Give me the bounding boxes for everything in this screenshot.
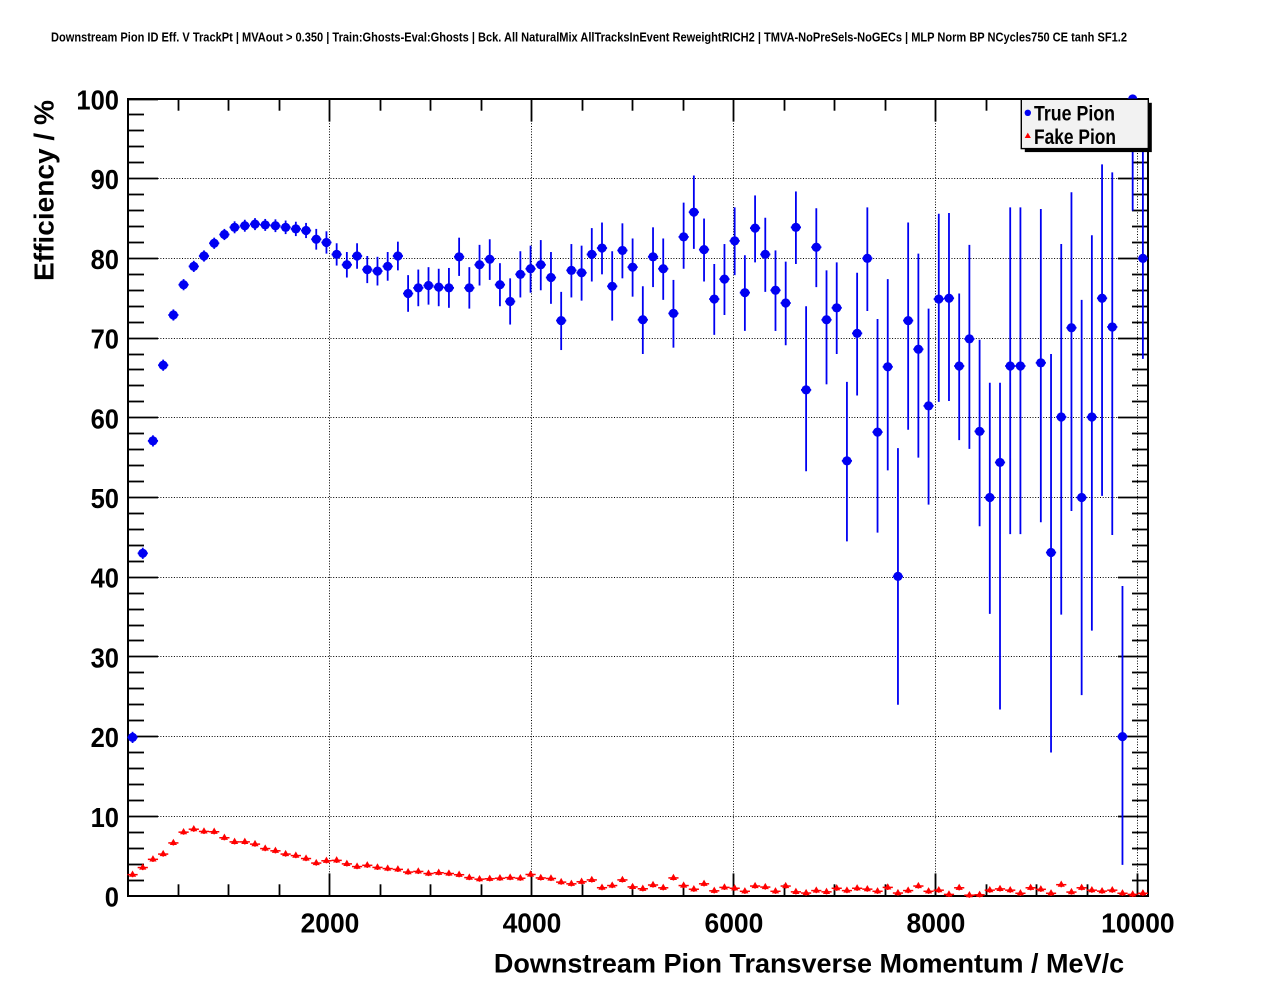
svg-text:90: 90: [91, 164, 119, 195]
svg-text:100: 100: [76, 85, 119, 116]
svg-text:True Pion: True Pion: [1034, 102, 1115, 125]
svg-text:4000: 4000: [503, 908, 562, 939]
svg-text:80: 80: [91, 244, 119, 275]
svg-text:10000: 10000: [1101, 908, 1175, 939]
svg-text:60: 60: [91, 403, 119, 434]
svg-text:50: 50: [91, 483, 119, 514]
svg-text:40: 40: [91, 563, 119, 594]
svg-text:2000: 2000: [301, 908, 360, 939]
svg-text:30: 30: [91, 642, 119, 673]
svg-text:20: 20: [91, 722, 119, 753]
svg-text:10: 10: [91, 802, 119, 833]
svg-text:70: 70: [91, 324, 119, 355]
svg-text:6000: 6000: [705, 908, 764, 939]
svg-text:Downstream Pion ID Eff. V Trac: Downstream Pion ID Eff. V TrackPt | MVAo…: [51, 30, 1127, 45]
svg-text:0: 0: [105, 882, 119, 913]
svg-text:Fake Pion: Fake Pion: [1034, 126, 1116, 149]
svg-text:Downstream Pion Transverse Mom: Downstream Pion Transverse Momentum / Me…: [494, 949, 1124, 979]
svg-text:8000: 8000: [907, 908, 966, 939]
svg-text:Efficiency / %: Efficiency / %: [29, 100, 60, 281]
